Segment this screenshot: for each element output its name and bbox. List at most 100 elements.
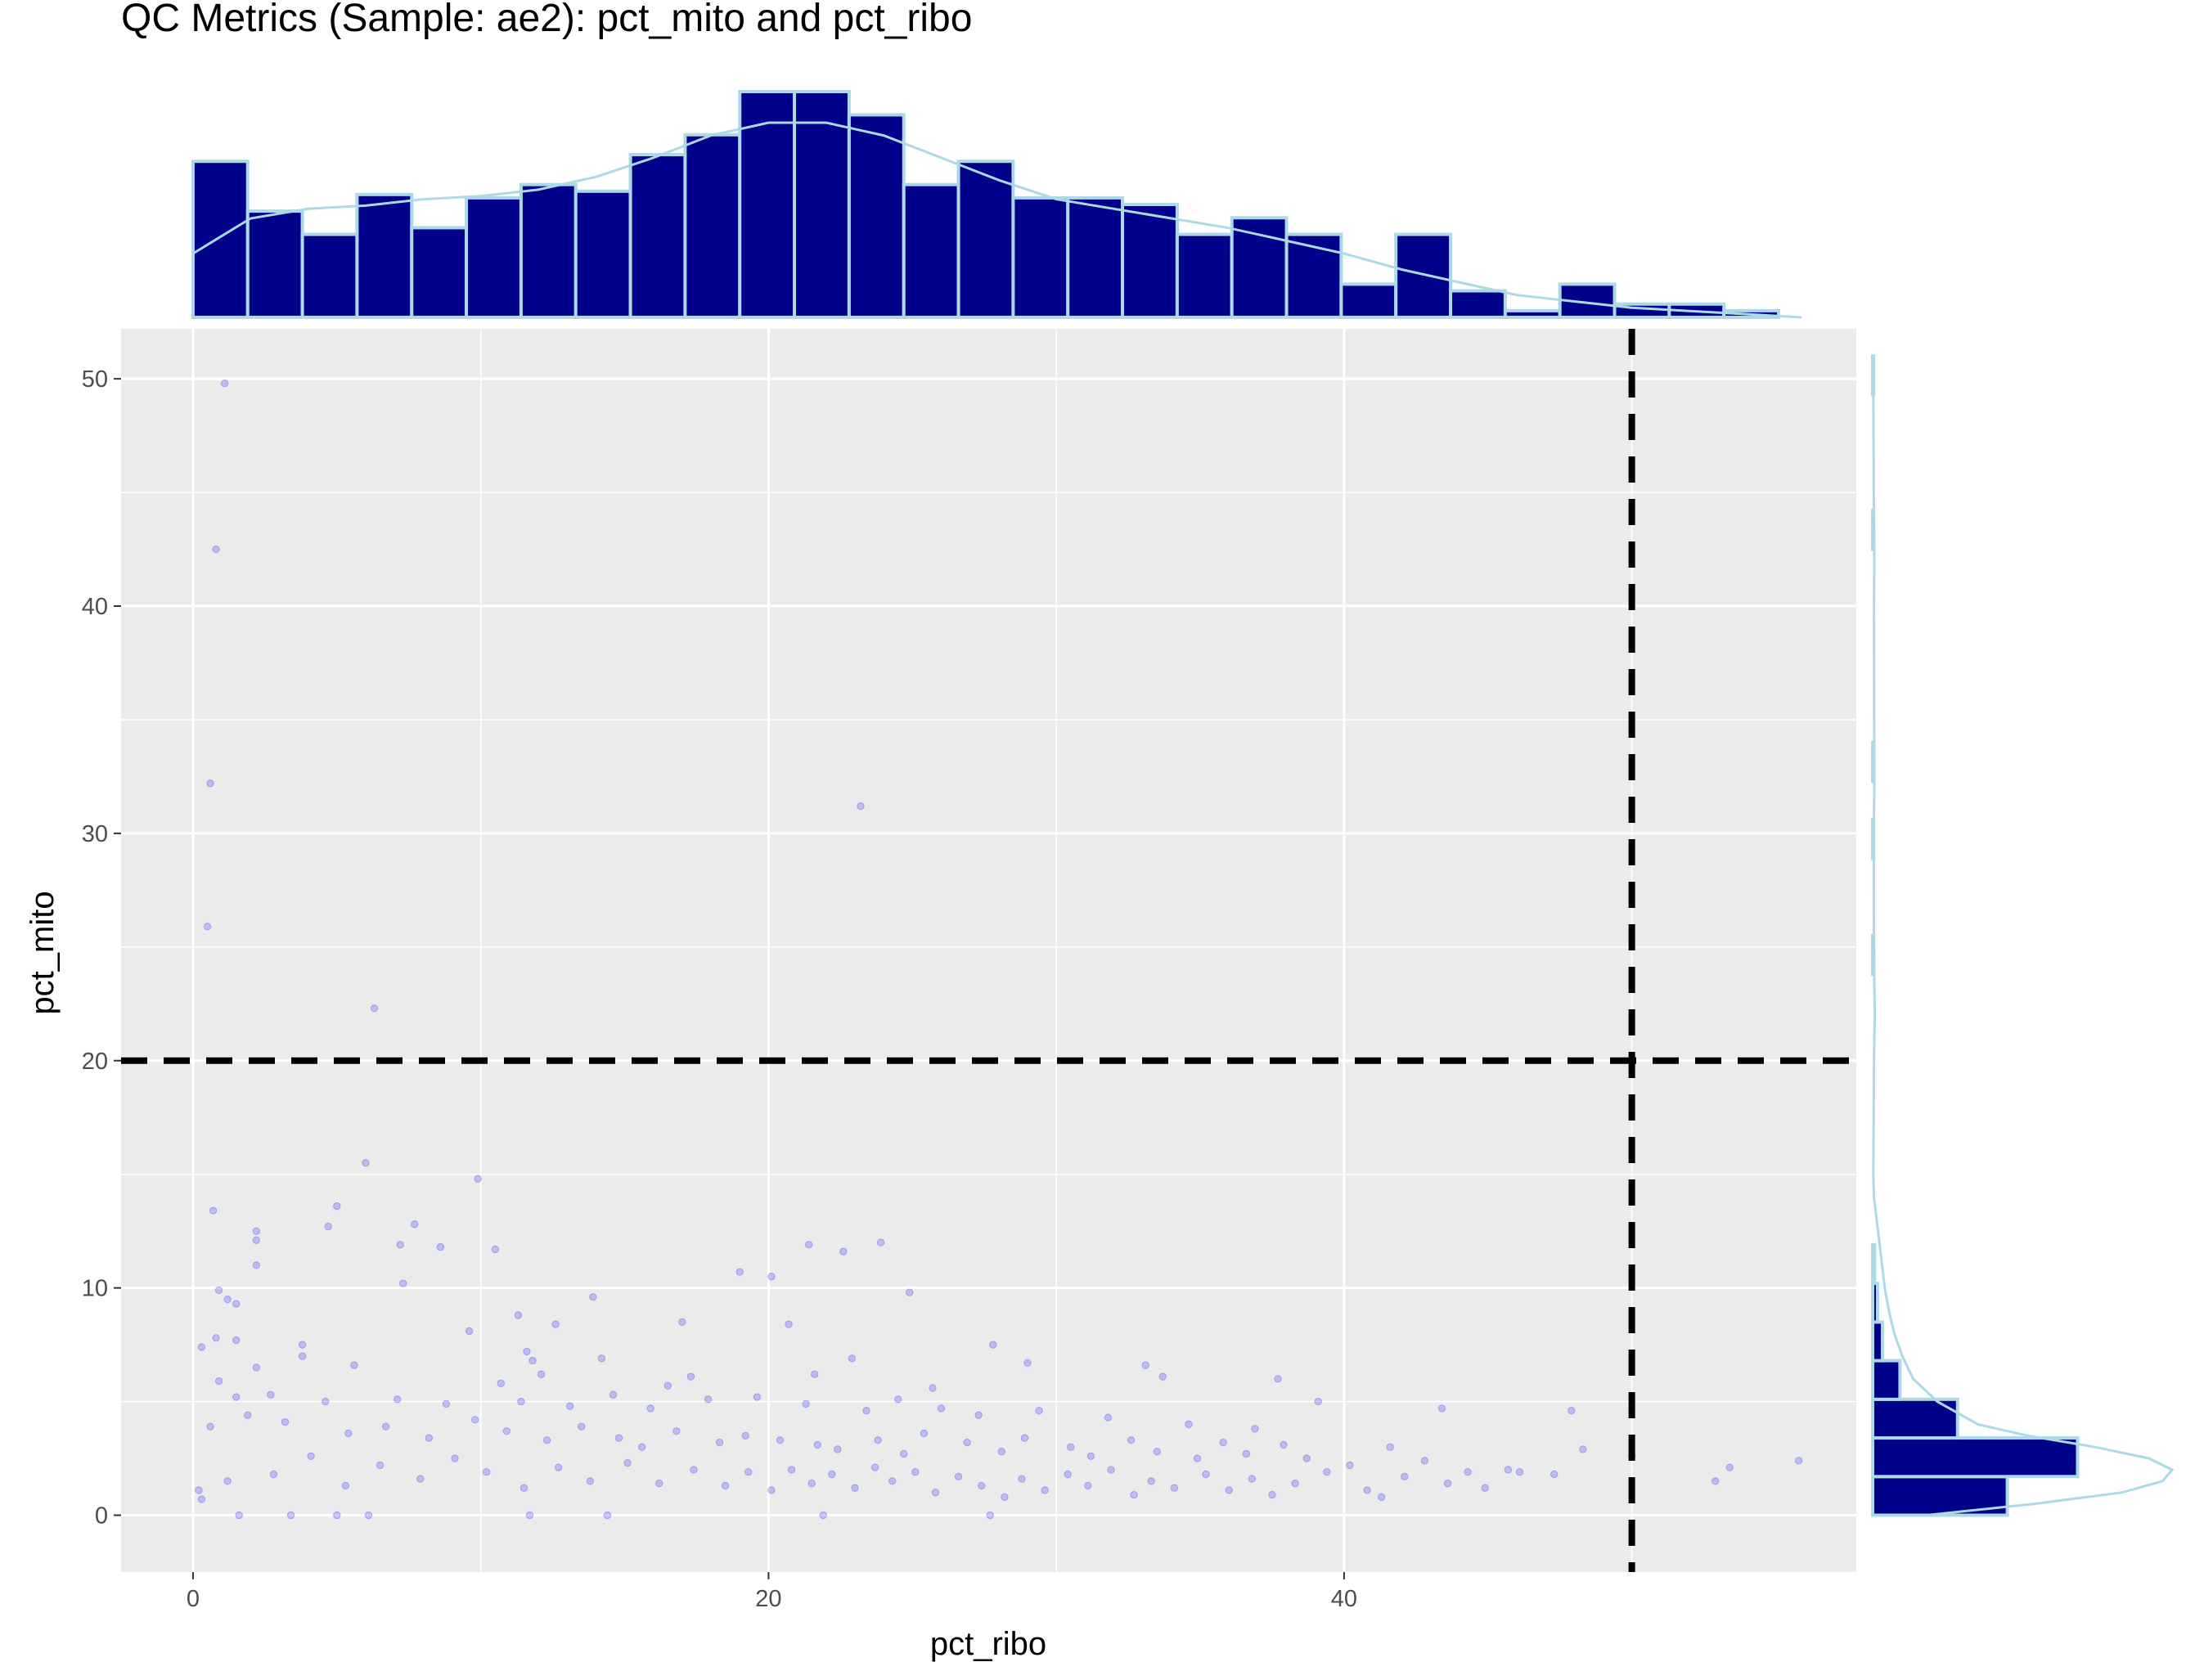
data-point [911,1468,920,1476]
data-point [514,1311,523,1319]
data-point [566,1402,574,1410]
data-point [1314,1397,1322,1406]
data-point [350,1361,358,1369]
data-point [212,1334,220,1342]
data-point [252,1227,261,1235]
data-point [839,1247,848,1256]
data-point [721,1481,730,1490]
data-point [214,1286,223,1295]
y-tick-label: 30 [82,821,108,847]
data-point [1464,1468,1472,1476]
data-point [678,1318,686,1327]
data-point [646,1404,654,1413]
data-point [1130,1490,1138,1499]
data-point [1084,1481,1092,1490]
top-histogram-bar [738,90,797,319]
data-point [813,1440,821,1449]
data-point [1035,1407,1043,1415]
data-point [220,379,229,388]
data-point [1225,1486,1233,1494]
data-point [614,1434,623,1442]
data-point [690,1466,698,1474]
data-point [197,1343,206,1351]
x-tick-label: 0 [187,1586,200,1612]
data-point [1219,1438,1227,1447]
data-point [974,1411,983,1419]
data-point [502,1427,511,1435]
data-point [381,1422,390,1431]
data-point [1104,1413,1113,1422]
data-point [986,1511,994,1520]
data-point [465,1327,474,1336]
data-point [324,1222,332,1231]
chart-title: QC Metrics (Sample: ae2): pct_mito and p… [121,0,972,40]
top-histogram-bar [1121,203,1179,319]
data-point [1251,1425,1259,1433]
data-point [542,1436,551,1444]
scatter-panel-background [121,329,1856,1572]
data-point [906,1288,914,1296]
data-point [810,1370,819,1378]
data-point [623,1458,632,1467]
data-point [497,1379,505,1388]
data-point [1202,1470,1210,1479]
top-histogram-bar [573,189,632,319]
top-histogram-bar [683,133,742,319]
top-histogram-bar [300,232,359,320]
data-point [1443,1479,1452,1488]
right-histogram-bar [1871,1320,1884,1363]
data-point [232,1300,241,1308]
top-histogram-bar [1066,195,1125,319]
data-point [1515,1468,1524,1476]
data-point [963,1438,971,1447]
data-point [929,1384,937,1392]
data-point [686,1372,695,1381]
data-point [281,1417,290,1426]
data-point [451,1454,459,1462]
data-point [888,1477,897,1485]
top-histogram-bar [519,182,578,319]
data-point [525,1511,534,1520]
y-tick-label: 20 [82,1049,108,1075]
top-histogram-bar [1449,289,1507,320]
data-point [1725,1463,1734,1471]
data-point [1711,1477,1720,1485]
data-point [244,1411,252,1419]
data-point [804,1241,813,1249]
data-point [223,1477,232,1485]
data-point [1437,1404,1446,1413]
data-point [1420,1457,1429,1465]
data-point [767,1486,776,1494]
data-point [900,1449,908,1458]
data-point [252,1236,261,1244]
data-point [1127,1436,1136,1444]
y-axis-ticks: 0 10 20 30 40 50 [82,366,121,1530]
data-point [209,1206,218,1215]
data-point [637,1443,646,1451]
data-point [834,1445,842,1453]
data-point [937,1404,946,1413]
data-point [578,1422,586,1431]
data-point [989,1341,997,1349]
data-point [1086,1452,1095,1460]
data-point [655,1479,663,1488]
data-point [1067,1443,1075,1451]
top-histogram-bar [1011,195,1070,319]
data-point [1401,1472,1409,1480]
data-point [1185,1420,1193,1429]
data-point [1158,1372,1167,1381]
data-point [1323,1468,1331,1476]
data-point [1346,1461,1354,1470]
data-point [376,1461,385,1470]
data-point [322,1397,330,1406]
top-histogram-bar [847,113,906,319]
right-histogram-bar [1871,1397,1959,1440]
data-point [663,1381,672,1390]
data-point [767,1273,776,1281]
data-point [206,1422,214,1431]
data-point [597,1354,606,1363]
data-point [197,1495,206,1503]
y-tick-label: 0 [95,1503,108,1530]
data-point [470,1416,479,1424]
data-point [1377,1493,1386,1501]
